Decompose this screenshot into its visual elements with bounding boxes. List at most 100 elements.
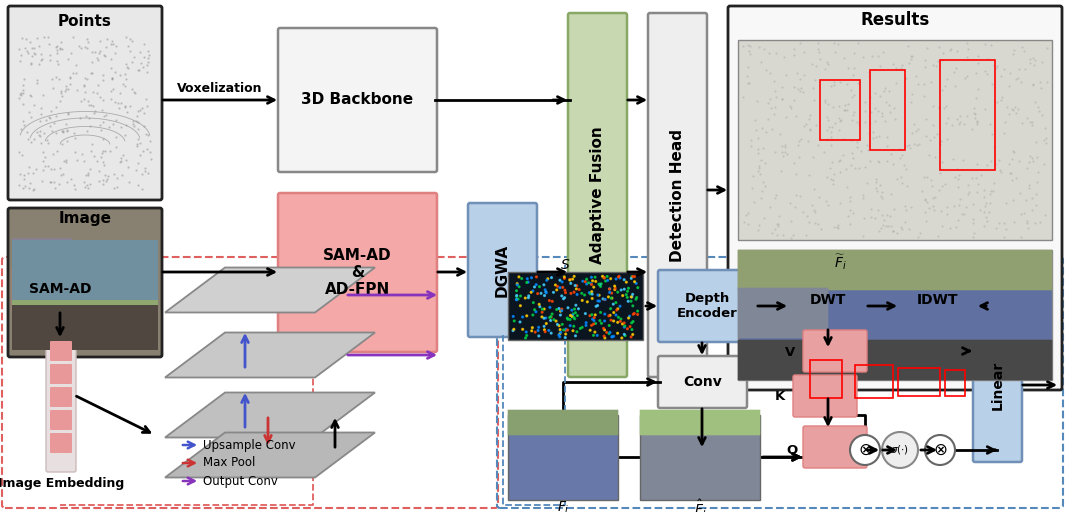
- Point: [15, 171, 32, 179]
- Point: [96, 51, 113, 59]
- Point: [26, 101, 43, 110]
- Point: [812, 225, 829, 233]
- Point: [855, 53, 872, 61]
- Point: [859, 146, 876, 155]
- Point: [1010, 105, 1027, 114]
- Point: [982, 41, 999, 49]
- Point: [856, 98, 873, 106]
- Text: $\otimes$: $\otimes$: [858, 441, 872, 459]
- Point: [535, 281, 552, 289]
- Point: [47, 103, 64, 111]
- Point: [542, 312, 560, 321]
- Point: [786, 203, 804, 211]
- Point: [608, 306, 625, 314]
- Point: [72, 114, 89, 122]
- Point: [629, 284, 646, 292]
- Point: [578, 280, 595, 288]
- Point: [531, 332, 548, 340]
- Point: [1005, 147, 1022, 155]
- Point: [601, 311, 618, 319]
- Point: [26, 44, 43, 52]
- Point: [610, 273, 627, 281]
- Point: [749, 167, 766, 176]
- FancyBboxPatch shape: [898, 270, 977, 329]
- Point: [910, 232, 927, 241]
- Point: [556, 333, 574, 342]
- Point: [91, 49, 108, 57]
- Point: [139, 61, 156, 69]
- Point: [597, 277, 614, 285]
- Point: [22, 60, 40, 68]
- Point: [94, 71, 111, 79]
- Point: [616, 332, 633, 340]
- Point: [750, 164, 767, 172]
- Point: [121, 178, 138, 186]
- Point: [844, 208, 861, 217]
- Point: [981, 199, 998, 207]
- Point: [65, 129, 82, 137]
- Point: [926, 133, 943, 141]
- Point: [878, 157, 896, 165]
- Point: [869, 157, 886, 165]
- Point: [993, 168, 1010, 176]
- Point: [116, 131, 133, 139]
- Point: [742, 142, 759, 150]
- Point: [593, 280, 610, 288]
- Point: [33, 103, 50, 112]
- Point: [938, 135, 956, 143]
- Point: [826, 170, 843, 179]
- FancyBboxPatch shape: [788, 270, 867, 329]
- Point: [875, 87, 892, 95]
- Point: [583, 294, 600, 303]
- Point: [885, 227, 902, 236]
- Point: [505, 312, 522, 321]
- Point: [21, 179, 39, 187]
- Point: [615, 323, 632, 331]
- Point: [31, 116, 48, 124]
- Point: [141, 147, 158, 156]
- Point: [1026, 220, 1043, 228]
- Point: [827, 48, 844, 56]
- Point: [1036, 136, 1053, 144]
- Point: [583, 321, 600, 329]
- Point: [534, 308, 551, 316]
- Point: [978, 161, 995, 169]
- Point: [129, 159, 147, 167]
- FancyBboxPatch shape: [640, 415, 760, 500]
- Point: [766, 195, 783, 203]
- Point: [575, 277, 592, 285]
- Point: [123, 85, 140, 93]
- Point: [554, 283, 571, 291]
- Point: [902, 55, 919, 63]
- Point: [917, 217, 934, 225]
- Point: [789, 69, 806, 77]
- Point: [761, 49, 778, 57]
- Point: [863, 127, 881, 136]
- Text: Depth
Encoder: Depth Encoder: [677, 292, 738, 320]
- Point: [577, 309, 594, 317]
- Point: [542, 313, 560, 321]
- Point: [1031, 218, 1049, 226]
- Point: [131, 48, 148, 56]
- Point: [528, 308, 545, 316]
- Point: [930, 103, 947, 111]
- Point: [842, 86, 859, 94]
- Point: [743, 136, 760, 144]
- Point: [1020, 224, 1037, 232]
- Text: $F_i$: $F_i$: [556, 500, 569, 512]
- Point: [43, 107, 60, 115]
- Point: [951, 195, 968, 203]
- Point: [933, 56, 950, 64]
- Point: [1007, 75, 1024, 83]
- Point: [1033, 83, 1050, 92]
- Point: [795, 71, 812, 79]
- Point: [94, 96, 111, 104]
- Point: [52, 37, 70, 46]
- Point: [991, 166, 1008, 174]
- Point: [878, 133, 896, 141]
- Circle shape: [882, 432, 918, 468]
- Point: [887, 79, 904, 87]
- Point: [555, 295, 572, 303]
- Point: [118, 63, 135, 72]
- Point: [1021, 158, 1038, 166]
